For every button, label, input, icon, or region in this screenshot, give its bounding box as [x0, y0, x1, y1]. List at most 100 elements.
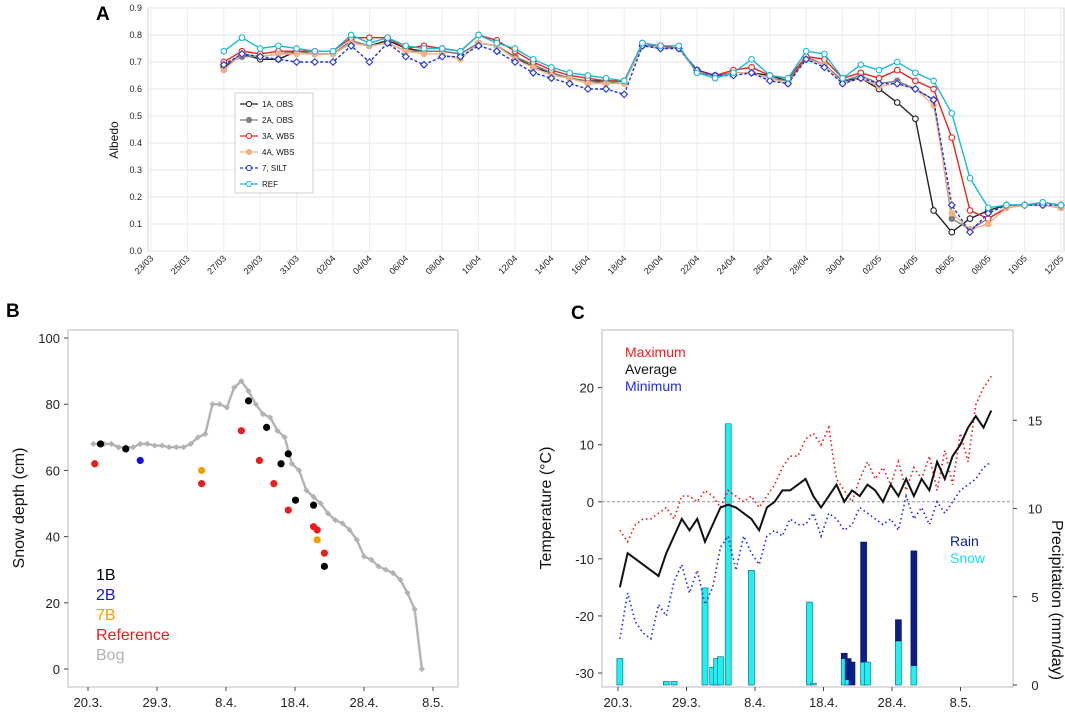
chart-a-point [529, 68, 538, 77]
chart-b-y-tick-label: 80 [46, 397, 60, 412]
chart-a-x-tick-label: 06/04 [387, 253, 410, 276]
chart-a-point [766, 72, 774, 79]
chart-a-x-tick-label: 02/04 [314, 253, 337, 276]
chart-b-bog-point [281, 434, 288, 441]
chart-a-y-ticks: 0.0 0.1 0.2 0.3 0.4 0.5 0.6 0.7 0.8 0.9 [129, 3, 142, 256]
chart-c-y-tick-label: -20 [575, 609, 594, 624]
chart-b-legend: 1B 2B 7B Reference Bog [96, 567, 170, 664]
chart-a-point [474, 41, 483, 50]
chart-a-y-tick-label: 0.8 [129, 30, 142, 40]
chart-b-point-reference [255, 456, 263, 465]
chart-c-y-tick-label-right: 5 [1031, 590, 1038, 605]
chart-a-point [966, 207, 974, 214]
chart-a-x-tick-label: 10/05 [1006, 253, 1029, 276]
chart-a-point [930, 77, 937, 85]
chart-a-legend-label: REF [262, 180, 278, 189]
chart-a-point [237, 49, 247, 58]
chart-a-point [929, 95, 938, 104]
chart-a-legend-marker [245, 164, 253, 172]
chart-a-x-tick-label: 28/04 [788, 253, 811, 276]
chart-b-point-2b [136, 456, 144, 465]
chart-c-rain-bar [848, 661, 856, 686]
chart-a-point [601, 84, 611, 94]
chart-a: 0.0 0.1 0.2 0.3 0.4 0.5 0.6 0.7 0.8 0.9 23/03 25/0… [107, 3, 1065, 276]
chart-a-point [857, 61, 865, 69]
chart-a-point [1057, 201, 1065, 209]
chart-c-rain-bar [840, 652, 848, 659]
chart-a-point [511, 45, 519, 52]
chart-c-y-tick-label: 20 [580, 381, 594, 396]
chart-b-x-tick-label: 8.5. [422, 695, 444, 710]
chart-a-point [657, 42, 664, 50]
chart-a-point [802, 55, 811, 64]
chart-a-point [292, 57, 301, 67]
chart-a-point [912, 77, 919, 85]
chart-a-point [639, 39, 646, 47]
chart-a-legend-marker [245, 100, 253, 108]
chart-b-bog-point [368, 556, 375, 563]
chart-a-x-tick-label: 18/04 [606, 253, 629, 276]
chart-a-point [457, 47, 464, 55]
chart-a-point [784, 74, 792, 82]
chart-a-point [747, 68, 756, 77]
chart-b-point-reference [237, 427, 245, 435]
chart-a-point [802, 47, 810, 55]
chart-c-snow-bar [864, 661, 871, 686]
chart-a-series [219, 31, 1065, 237]
chart-a-point [820, 63, 829, 72]
chart-c-x-tick-label: 18.4. [809, 695, 838, 710]
chart-a-point [1039, 199, 1047, 206]
chart-a-point [912, 115, 919, 123]
chart-a-point [1021, 201, 1028, 209]
chart-a-point [875, 66, 883, 74]
chart-a-point [893, 79, 902, 88]
chart-b-x-tick-label: 20.3. [74, 695, 103, 710]
chart-b-bog-point [151, 442, 158, 449]
panel-label-b: B [6, 301, 20, 322]
chart-a-point [984, 220, 992, 228]
chart-a-point [948, 109, 956, 117]
chart-a-y-tick-label: 0.5 [129, 111, 142, 121]
chart-a-point [256, 52, 265, 61]
chart-a-point [821, 50, 828, 58]
chart-a-x-tick-label: 22/04 [678, 253, 701, 276]
chart-a-y-tick-label: 0.7 [129, 57, 142, 67]
chart-a-point [256, 45, 264, 52]
chart-c-y-tick-label: -10 [575, 552, 594, 567]
chart-a-y-tick-label: 0.3 [129, 165, 142, 175]
chart-a-point [492, 47, 501, 56]
chart-a-y-tick-label: 0.4 [129, 138, 142, 148]
chart-c-y-label-right: Precipitation (mm/day) [1048, 520, 1065, 680]
chart-a-point [965, 228, 975, 237]
chart-b-bog-point [216, 401, 223, 408]
chart-b-point-reference [284, 506, 292, 514]
chart-a-point [347, 31, 355, 39]
chart-c-y-label: Temperature (°C) [538, 447, 555, 570]
chart-b-plot-area [67, 329, 459, 688]
chart-b-legend-label: 1B [96, 567, 116, 584]
chart-a-x-tick-label: 12/05 [1042, 253, 1065, 276]
chart-a-y-tick-label: 0.1 [129, 219, 142, 229]
chart-a-point [438, 45, 446, 52]
chart-b-y-tick-label: 0 [53, 662, 60, 677]
chart-a-point [893, 66, 901, 74]
panel-label-a: A [96, 4, 110, 25]
chart-a-point [219, 60, 228, 69]
chart-a-point [930, 85, 937, 93]
chart-a-x-tick-label: 06/05 [933, 253, 956, 276]
chart-c-snow-bar [810, 682, 817, 686]
chart-a-point [293, 50, 300, 58]
chart-c-y-tick-label-right: 15 [1028, 413, 1042, 428]
chart-a-point [383, 39, 392, 48]
chart-a-point [493, 39, 501, 47]
chart-b-x-tick-label: 18.4. [281, 695, 310, 710]
chart-a-point [220, 47, 228, 55]
chart-b-x-tick-label: 29.3. [143, 695, 172, 710]
chart-a-point [838, 79, 847, 88]
chart-c-rain-bar [895, 619, 902, 642]
chart-a-point [783, 79, 793, 88]
chart-b-legend-label: 2B [96, 587, 116, 604]
chart-a-point [583, 84, 592, 94]
chart-c-rain-bar [860, 541, 867, 663]
chart-a-point [893, 99, 901, 106]
